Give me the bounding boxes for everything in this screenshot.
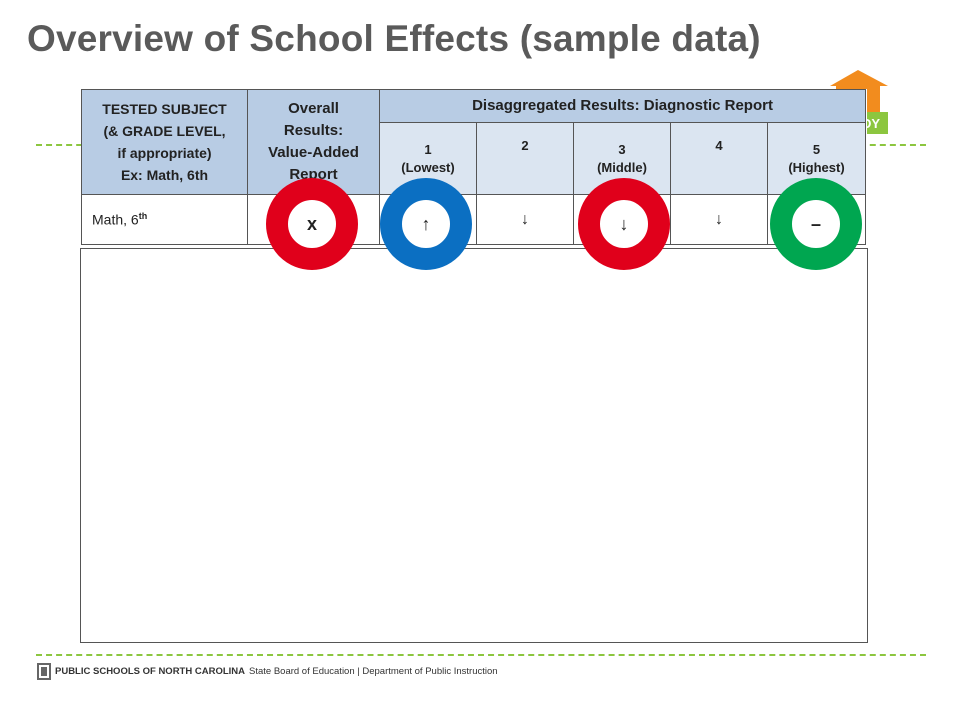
bottom-dashed-divider	[36, 654, 926, 656]
cell-col-4: ↓	[670, 194, 768, 245]
state-seal-icon	[37, 663, 51, 680]
header-overall-results: Overall Results: Value-Added Report	[247, 89, 380, 195]
footer: PUBLIC SCHOOLS OF NORTH CAROLINA State B…	[37, 663, 498, 680]
highlight-ring-col-5: –	[770, 178, 862, 270]
footer-org: PUBLIC SCHOOLS OF NORTH CAROLINA	[55, 666, 245, 677]
column-header-2: 2	[476, 122, 574, 195]
highlight-ring-col-3: ↓	[578, 178, 670, 270]
cell-col-2: ↓	[476, 194, 574, 245]
highlight-ring-col-1: ↑	[380, 178, 472, 270]
header-disaggregated: Disaggregated Results: Diagnostic Report	[378, 89, 867, 123]
highlight-ring-overall: x	[266, 178, 358, 270]
header-tested-subject: TESTED SUBJECT (& GRADE LEVEL, if approp…	[81, 89, 248, 195]
column-header-4: 4	[670, 122, 768, 195]
blank-content-panel	[80, 248, 868, 643]
footer-department: State Board of Education | Department of…	[249, 666, 498, 677]
slide-title: Overview of School Effects (sample data)	[27, 18, 761, 59]
row-subject: Math, 6th	[81, 194, 248, 245]
diagnostic-report-table: TESTED SUBJECT (& GRADE LEVEL, if approp…	[81, 89, 867, 249]
